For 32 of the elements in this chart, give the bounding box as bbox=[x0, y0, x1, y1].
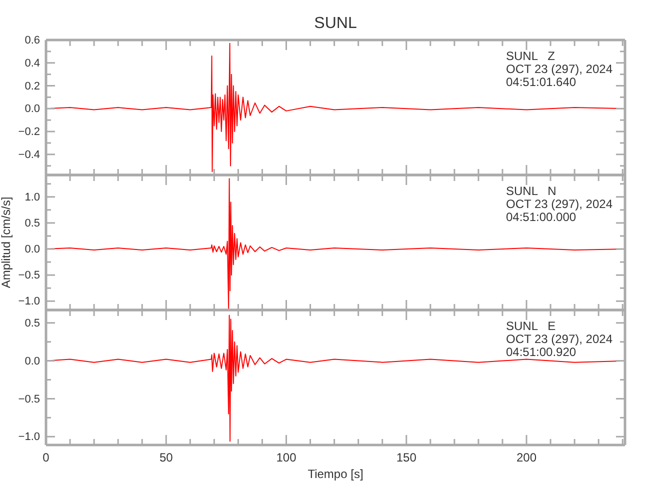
annotation: OCT 23 (297), 2024 bbox=[506, 62, 613, 76]
y-tick-label: 0.5 bbox=[24, 317, 40, 330]
annotation: OCT 23 (297), 2024 bbox=[506, 197, 613, 211]
annotation: 04:51:00.000 bbox=[506, 210, 576, 224]
y-tick-label: 0.4 bbox=[24, 57, 40, 70]
chart-title: SUNL bbox=[314, 15, 357, 32]
y-tick-label: −1.0 bbox=[18, 296, 40, 308]
y-tick-label: −0.5 bbox=[18, 393, 40, 406]
y-tick-label: 0.6 bbox=[24, 34, 40, 47]
annotation: SUNL N bbox=[506, 184, 556, 198]
y-tick-label: −0.4 bbox=[18, 148, 40, 161]
annotation: OCT 23 (297), 2024 bbox=[506, 332, 613, 346]
y-tick-label: 0.0 bbox=[24, 103, 40, 116]
y-tick-label: −1.0 bbox=[18, 431, 40, 444]
annotation: 04:51:00.920 bbox=[506, 345, 576, 359]
y-tick-label: 0.0 bbox=[24, 355, 40, 368]
y-tick-label: 0.0 bbox=[24, 244, 40, 256]
y-tick-label: −0.5 bbox=[18, 270, 40, 282]
x-tick-label: 100 bbox=[276, 450, 297, 465]
x-tick-label: 50 bbox=[159, 450, 174, 465]
x-tick-label: 150 bbox=[396, 450, 417, 465]
x-tick-label: 200 bbox=[516, 450, 537, 465]
y-axis-title: Amplitud [cm/s/s] bbox=[0, 196, 13, 288]
y-tick-label: 1.0 bbox=[24, 191, 40, 204]
annotation: SUNL E bbox=[506, 319, 556, 333]
y-tick-label: −0.2 bbox=[18, 126, 40, 138]
x-axis-title: Tiempo [s] bbox=[308, 467, 364, 481]
annotation: SUNL Z bbox=[506, 49, 555, 63]
y-tick-label: 0.2 bbox=[24, 80, 40, 92]
annotation: 04:51:01.640 bbox=[506, 75, 576, 89]
x-tick-label: 0 bbox=[42, 450, 50, 465]
y-tick-label: 0.5 bbox=[24, 217, 40, 230]
